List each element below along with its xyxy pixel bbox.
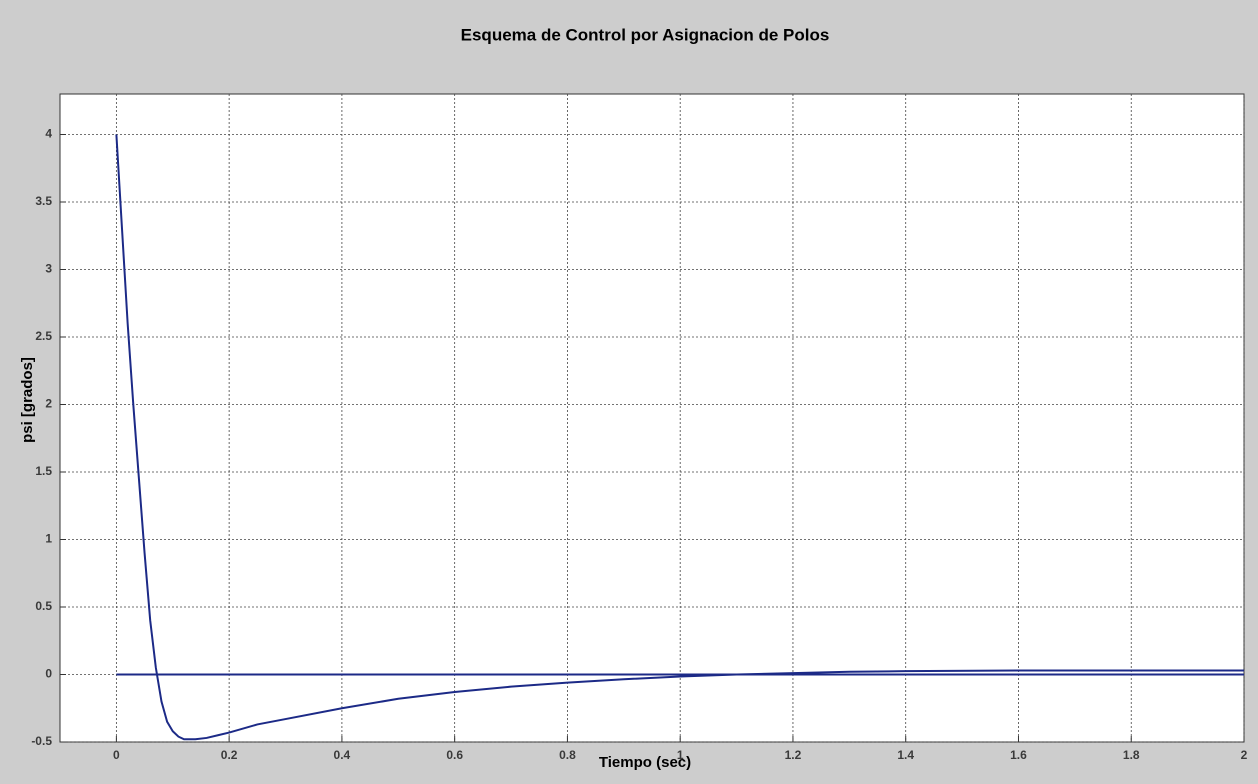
y-tick-label: 1 (45, 532, 52, 546)
y-tick-label: 2.5 (35, 329, 52, 343)
x-tick-label: 0.8 (559, 748, 576, 762)
y-tick-label: -0.5 (31, 734, 52, 748)
y-tick-label: 1.5 (35, 464, 52, 478)
x-tick-label: 1.2 (785, 748, 802, 762)
x-tick-label: 0.2 (221, 748, 238, 762)
x-tick-label: 0.6 (446, 748, 463, 762)
y-tick-label: 2 (45, 397, 52, 411)
y-axis-label: psi [grados] (19, 357, 36, 443)
x-tick-label: 0.4 (334, 748, 351, 762)
chart-title: Esquema de Control por Asignacion de Pol… (461, 25, 830, 44)
x-tick-label: 1.4 (897, 748, 914, 762)
x-tick-label: 0 (113, 748, 120, 762)
x-tick-label: 1.6 (1010, 748, 1027, 762)
x-tick-label: 1.8 (1123, 748, 1140, 762)
x-tick-label: 1 (677, 748, 684, 762)
y-tick-label: 3 (45, 262, 52, 276)
y-tick-label: 4 (45, 127, 52, 141)
y-tick-label: 0.5 (35, 599, 52, 613)
x-tick-label: 2 (1241, 748, 1248, 762)
plot-area (59, 93, 1245, 743)
x-axis-label: Tiempo (sec) (599, 754, 691, 771)
y-tick-label: 0 (45, 667, 52, 681)
y-tick-label: 3.5 (35, 194, 52, 208)
